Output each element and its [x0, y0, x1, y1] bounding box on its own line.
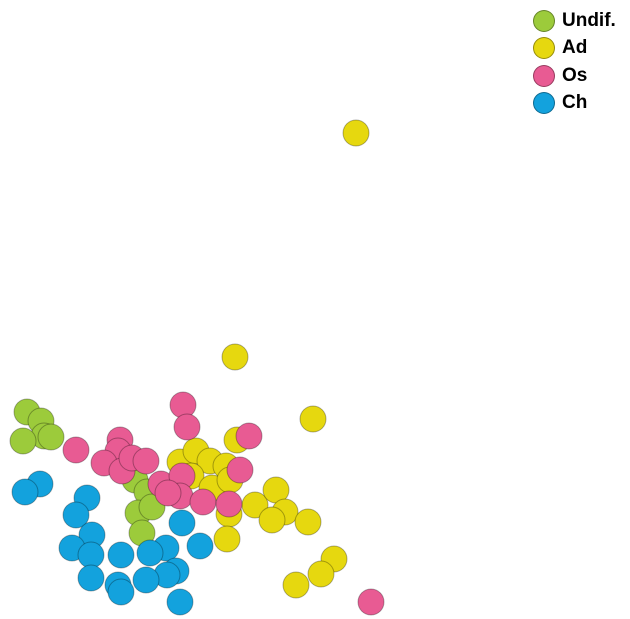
legend-item-undif: Undif.	[533, 7, 616, 35]
point-os	[215, 490, 243, 518]
point-os	[132, 447, 160, 475]
point-ch	[77, 564, 105, 592]
point-ch	[77, 541, 105, 569]
point-ad	[221, 343, 249, 371]
legend-item-ch: Ch	[533, 90, 616, 118]
point-ad	[282, 571, 310, 599]
legend-swatch-os	[533, 64, 555, 87]
point-ad	[307, 560, 335, 588]
point-undif	[9, 427, 37, 455]
point-ch	[62, 501, 90, 529]
legend-label-os: Os	[562, 64, 588, 86]
point-os	[154, 479, 182, 507]
point-os	[189, 488, 217, 516]
legend-swatch-undif	[533, 9, 555, 32]
point-undif	[37, 423, 65, 451]
legend-item-ad: Ad	[533, 35, 616, 63]
point-os	[169, 391, 197, 419]
point-os	[226, 456, 254, 484]
point-ch	[107, 541, 135, 569]
point-ch	[168, 509, 196, 537]
point-os	[357, 588, 385, 616]
series-os	[62, 391, 385, 616]
point-ad	[241, 491, 269, 519]
point-os	[235, 422, 263, 450]
point-ch	[136, 539, 164, 567]
legend-swatch-ad	[533, 37, 555, 60]
point-os	[173, 413, 201, 441]
point-os	[62, 436, 90, 464]
legend-label-ad: Ad	[562, 37, 588, 59]
point-ad	[294, 508, 322, 536]
point-ad	[258, 506, 286, 534]
legend-label-undif: Undif.	[562, 9, 616, 31]
legend-item-os: Os	[533, 62, 616, 90]
point-ad	[342, 119, 370, 147]
point-ch	[107, 578, 135, 606]
legend: Undif. Ad Os Ch	[533, 7, 616, 117]
series-ch	[11, 470, 214, 616]
point-ch	[132, 566, 160, 594]
point-ch	[166, 588, 194, 616]
point-ad	[299, 405, 327, 433]
series-ad	[166, 119, 370, 599]
point-ch	[186, 532, 214, 560]
legend-label-ch: Ch	[562, 92, 588, 114]
legend-swatch-ch	[533, 92, 555, 115]
point-ch	[11, 478, 39, 506]
series-undif	[9, 398, 166, 547]
point-ad	[213, 525, 241, 553]
